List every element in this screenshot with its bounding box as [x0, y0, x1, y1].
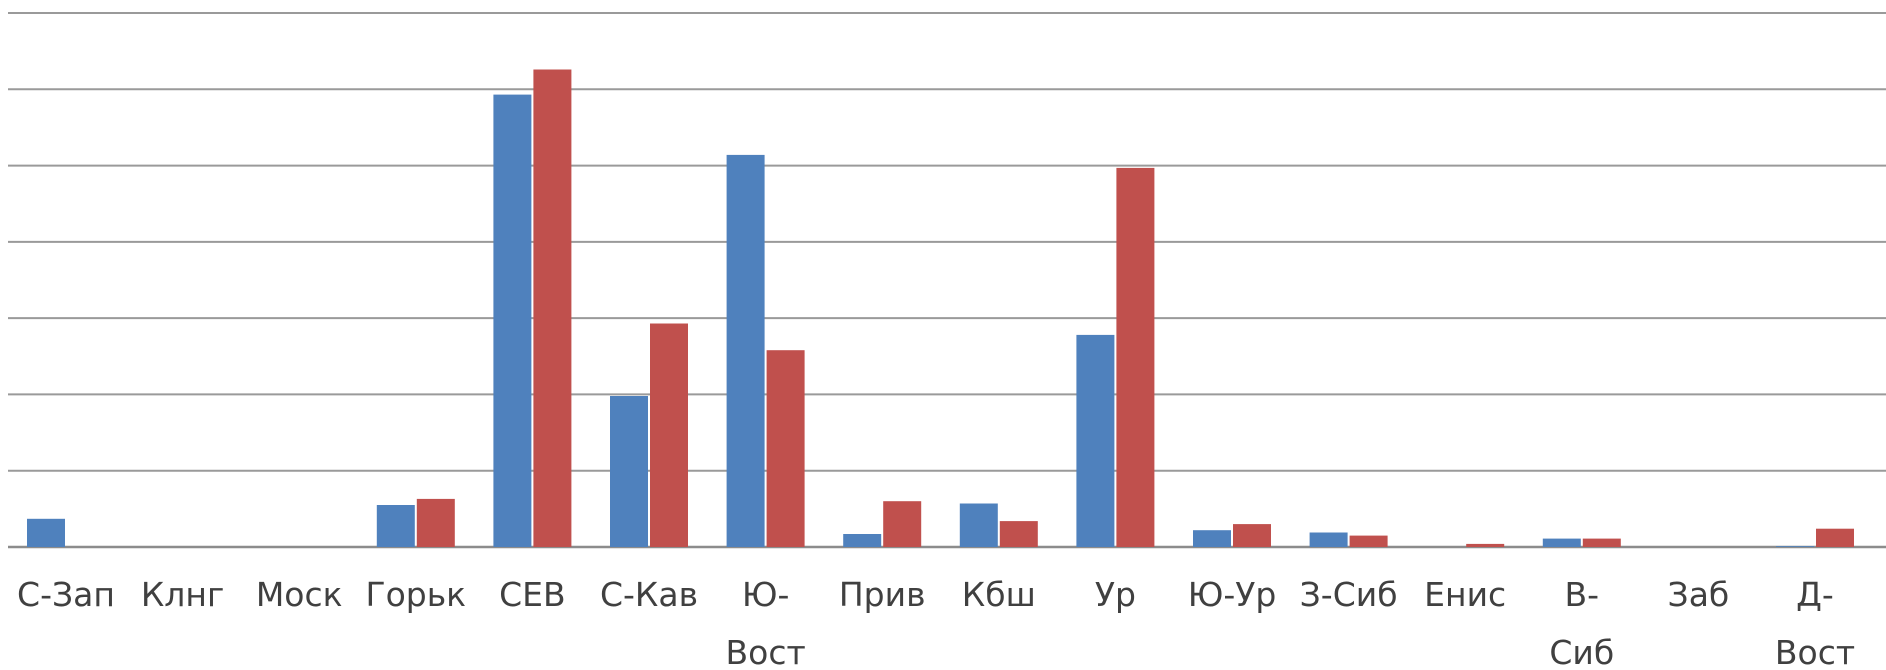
- bar-series-2-3: [416, 498, 455, 547]
- bar-series-2-10: [1233, 524, 1271, 547]
- bar-series-2-7: [883, 501, 922, 547]
- bar-series-2-12: [1466, 543, 1505, 547]
- bar-series-2-13: [1582, 538, 1621, 547]
- category-labels: С-Зап Клнг Моск Горьк СЕВ С-Кав Ю-Вост Прив Кбш У…: [17, 575, 1855, 670]
- bar-series-2-11: [1349, 535, 1388, 547]
- bar-series-1-15: [1776, 546, 1814, 547]
- bar-series-1-5: [610, 396, 648, 547]
- bar-series-2-8: [999, 521, 1038, 547]
- category-label: Моск: [256, 575, 343, 614]
- category-label: Кбш: [962, 575, 1036, 614]
- category-label: С-Зап: [17, 575, 115, 614]
- bar-series-2-9: [1116, 167, 1155, 547]
- category-label: СЕВ: [499, 575, 566, 614]
- category-label: Д-Вост: [1775, 575, 1855, 670]
- bar-series-1-4: [493, 94, 532, 547]
- category-label: Ю-Вост: [725, 575, 805, 670]
- bar-series-1-10: [1193, 530, 1231, 547]
- category-label: Горьк: [365, 575, 466, 614]
- bar-series-1-7: [843, 534, 882, 547]
- category-label: В-Сиб: [1549, 575, 1614, 670]
- bar-series-2-4: [533, 69, 572, 547]
- bar-series-2-15: [1816, 528, 1854, 547]
- bar-series-1-9: [1076, 334, 1115, 547]
- bar-series-1-11: [1309, 532, 1348, 547]
- bars: [27, 69, 1854, 547]
- bar-series-2-5: [650, 323, 688, 547]
- bar-series-1-13: [1542, 538, 1581, 547]
- bar-series-1-0: [27, 518, 65, 547]
- category-label: Прив: [839, 575, 926, 614]
- category-label: Заб: [1668, 575, 1730, 614]
- bar-series-1-6: [726, 154, 765, 547]
- bar-series-2-6: [766, 350, 805, 547]
- bar-series-1-8: [959, 503, 998, 547]
- bar-series-1-3: [376, 505, 415, 547]
- category-label: Ю-Ур: [1188, 575, 1277, 614]
- gridlines: [8, 12, 1886, 549]
- category-label: Ур: [1095, 575, 1136, 614]
- category-label: З-Сиб: [1300, 575, 1398, 614]
- category-label: Енис: [1424, 575, 1506, 614]
- category-label: С-Кав: [600, 575, 698, 614]
- category-label: Клнг: [141, 575, 224, 614]
